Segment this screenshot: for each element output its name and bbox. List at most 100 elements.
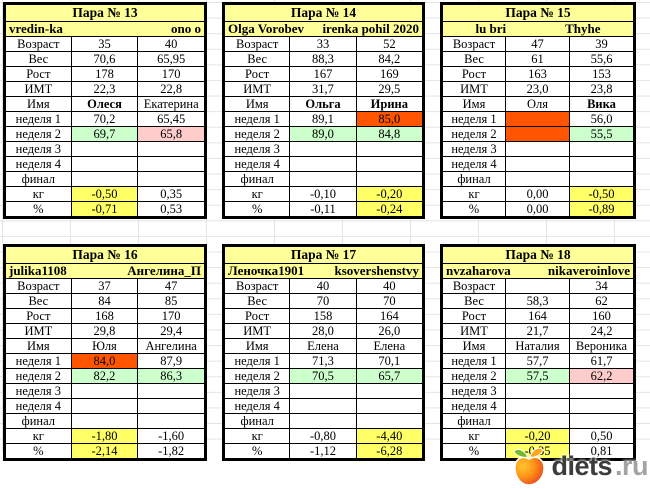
kg-cell-1: -0,20 — [505, 428, 570, 444]
usernames-row: Olga Vorobev irenka pohil 2020 — [226, 21, 422, 36]
weight-cell-1: 70 — [289, 293, 357, 309]
row-label-height: Рост — [223, 66, 291, 82]
row-label-week1: неделя 1 — [223, 353, 291, 369]
username-right: nikaveroinlove — [547, 263, 630, 278]
week1-cell-1: 84,0 — [70, 353, 139, 369]
pairs-grid: Пара № 13 vredin-ka ono o Возраст 35 40 Вес 70,… — [3, 2, 636, 461]
row-label-week2: неделя 2 — [441, 126, 507, 142]
week2-cell-2: 86,3 — [137, 368, 205, 384]
pair-block-14: Пара № 14 Olga Vorobev irenka pohil 2020 Во… — [222, 2, 425, 219]
row-label-week3: неделя 3 — [441, 141, 507, 157]
username-left: nvzaharova — [446, 263, 511, 278]
pair-block-15: Пара № 15 lu bri Thyhe Возраст 47 39 Вес 61 55,6… — [440, 2, 636, 219]
usernames-row: julika1108 Ангелина_П — [7, 263, 204, 278]
apple-icon — [513, 447, 546, 486]
week3-cell-1 — [70, 141, 139, 157]
age-cell-2: 47 — [137, 278, 205, 294]
row-label-week1: неделя 1 — [441, 111, 507, 127]
username-left: julika1108 — [9, 263, 67, 278]
row-label-final: финал — [441, 171, 507, 187]
week3-cell-1 — [505, 141, 570, 157]
age-cell-1 — [505, 278, 570, 294]
row-label-age: Возраст — [441, 36, 507, 52]
percent-cell-2: -0,24 — [355, 201, 424, 217]
week4-cell-1 — [505, 156, 570, 172]
row-label-kg: кг — [5, 186, 72, 202]
row-label-week3: неделя 3 — [5, 141, 72, 157]
row-label-week4: неделя 4 — [441, 156, 507, 172]
username-left: vredin-ka — [9, 21, 63, 36]
percent-cell-2: -0,89 — [569, 201, 634, 217]
week2-cell-2: 55,5 — [569, 126, 634, 142]
pair-usernames: vredin-ka ono o — [5, 21, 205, 37]
kg-cell-2: 0,50 — [569, 428, 634, 444]
row-label-percent: % — [5, 443, 72, 459]
row-label-height: Рост — [441, 66, 507, 82]
final-cell-1 — [70, 171, 139, 187]
name-cell-1: Юля — [70, 338, 139, 354]
height-cell-2: 169 — [355, 66, 424, 82]
final-cell-2 — [569, 171, 634, 187]
kg-cell-2: -0,20 — [355, 186, 424, 202]
week3-cell-1 — [289, 141, 357, 157]
kg-cell-2: -4,40 — [355, 428, 424, 444]
weight-cell-1: 58,3 — [505, 293, 570, 309]
row-label-height: Рост — [223, 308, 291, 324]
weight-cell-2: 85 — [137, 293, 205, 309]
week4-cell-1 — [289, 398, 357, 414]
row-label-percent: % — [441, 201, 507, 217]
row-label-week3: неделя 3 — [223, 141, 291, 157]
week1-cell-2: 87,9 — [137, 353, 205, 369]
age-cell-1: 37 — [70, 278, 139, 294]
percent-cell-1: 0,00 — [505, 201, 570, 217]
height-cell-2: 164 — [355, 308, 424, 324]
username-right: irenka pohil 2020 — [322, 21, 419, 36]
weight-cell-2: 65,95 — [137, 51, 205, 67]
kg-cell-2: -0,50 — [569, 186, 634, 202]
row-label-age: Возраст — [441, 278, 507, 294]
row-label-kg: кг — [223, 186, 291, 202]
row-label-percent: % — [441, 443, 507, 459]
bmi-cell-1: 23,0 — [505, 81, 570, 97]
username-left: lu bri — [475, 21, 507, 36]
pair-usernames: Olga Vorobev irenka pohil 2020 — [224, 21, 423, 37]
bmi-cell-1: 28,0 — [289, 323, 357, 339]
row-label-final: финал — [223, 413, 291, 429]
row-label-weight: Вес — [441, 51, 507, 67]
week3-cell-1 — [505, 383, 570, 399]
row-label-height: Рост — [441, 308, 507, 324]
weight-cell-1: 84 — [70, 293, 139, 309]
week4-cell-1 — [70, 398, 139, 414]
percent-cell-2: -6,28 — [355, 443, 424, 459]
row-label-week2: неделя 2 — [5, 368, 72, 384]
row-label-final: финал — [223, 171, 291, 187]
weight-cell-1: 88,3 — [289, 51, 357, 67]
row-label-week2: неделя 2 — [441, 368, 507, 384]
diets-ru-logo[interactable]: diets .ru — [512, 446, 649, 486]
height-cell-1: 167 — [289, 66, 357, 82]
percent-cell-1: -0,11 — [289, 201, 357, 217]
age-cell-2: 39 — [569, 36, 634, 52]
weight-cell-2: 84,2 — [355, 51, 424, 67]
week4-cell-2 — [137, 156, 205, 172]
username-right: ksovershenstvy — [334, 263, 419, 278]
week3-cell-2 — [569, 141, 634, 157]
username-right: ono o — [171, 21, 201, 36]
row-label-weight: Вес — [441, 293, 507, 309]
week2-cell-1: 70,5 — [289, 368, 357, 384]
height-cell-1: 168 — [70, 308, 139, 324]
final-cell-1 — [289, 171, 357, 187]
week4-cell-2 — [569, 156, 634, 172]
row-label-final: финал — [441, 413, 507, 429]
bmi-cell-1: 22,3 — [70, 81, 139, 97]
row-label-week2: неделя 2 — [223, 126, 291, 142]
week1-cell-1: 57,7 — [505, 353, 570, 369]
row-label-week2: неделя 2 — [223, 368, 291, 384]
week3-cell-1 — [70, 383, 139, 399]
kg-cell-2: -1,60 — [137, 428, 205, 444]
name-cell-2: Вероника — [569, 338, 634, 354]
row-label-week1: неделя 1 — [441, 353, 507, 369]
final-cell-2 — [569, 413, 634, 429]
name-cell-2: Екатерина — [137, 96, 205, 112]
percent-cell-2: 0,81 — [569, 443, 634, 459]
